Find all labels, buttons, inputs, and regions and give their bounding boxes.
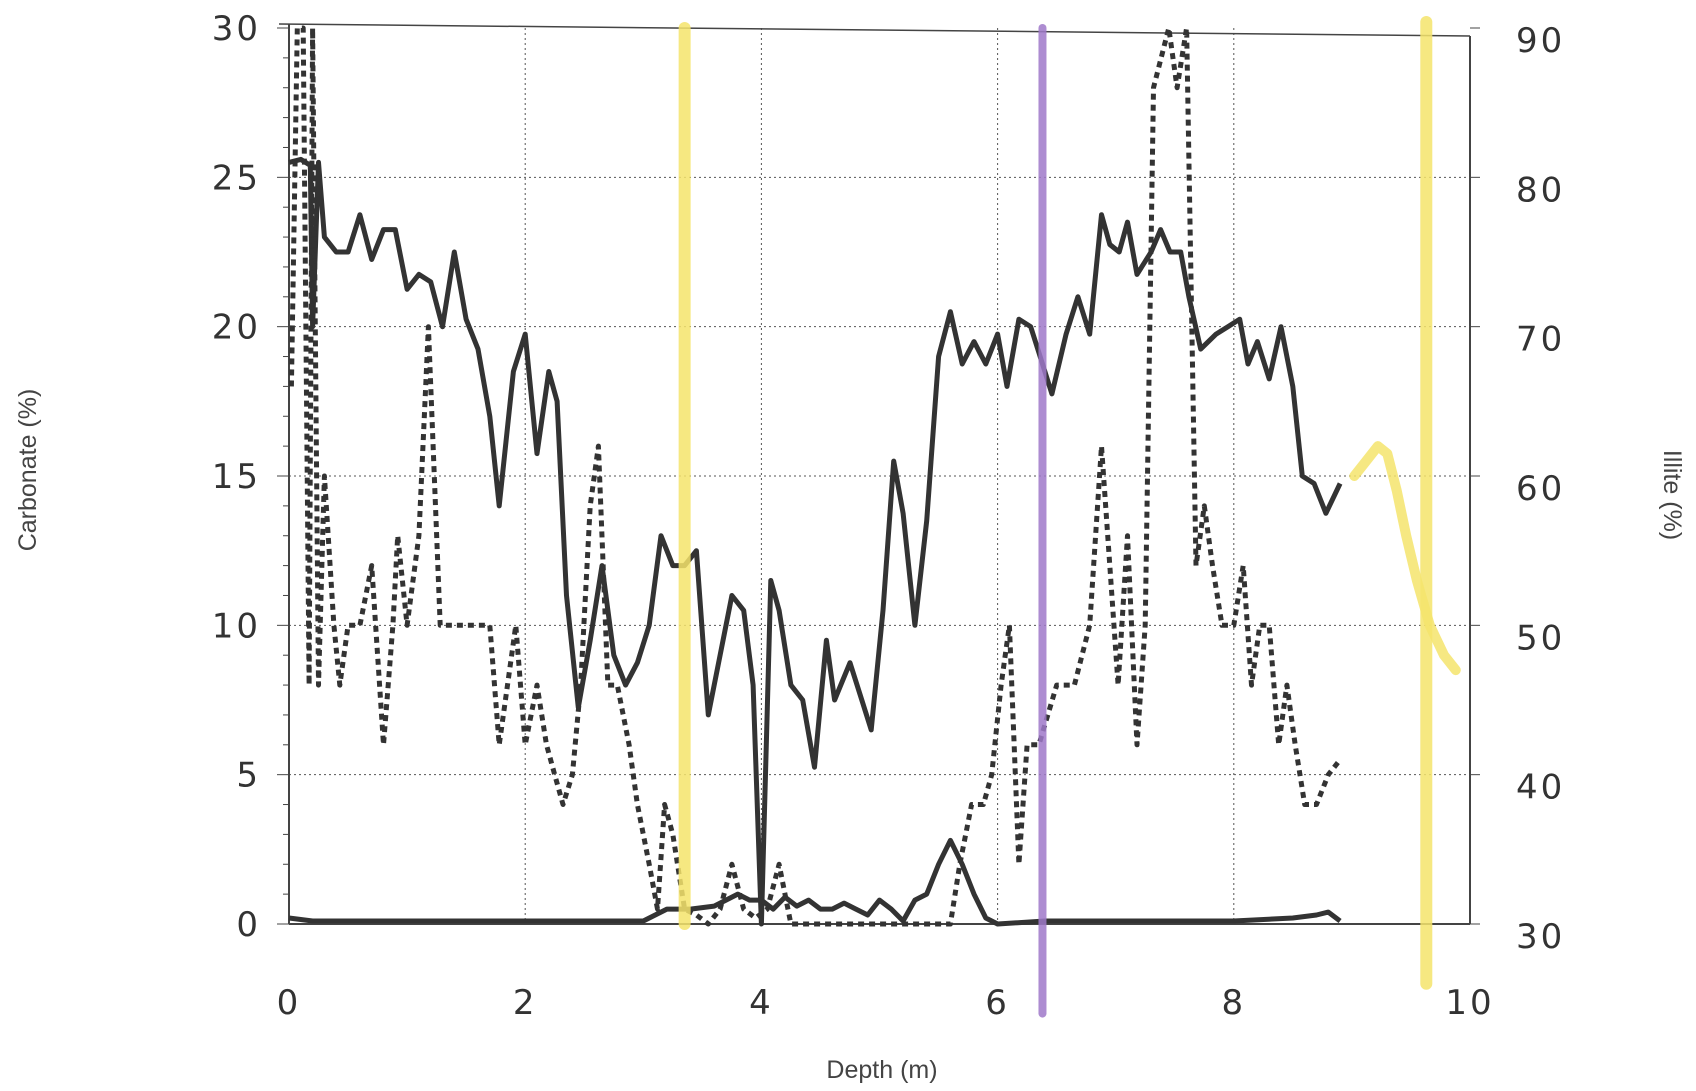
x-tick-label: 4 xyxy=(749,983,774,1023)
series-line-solid-0 xyxy=(288,156,1343,927)
right-tick-label: 30 xyxy=(1516,917,1565,957)
left-tick-label: 10 xyxy=(212,606,261,646)
x-axis-title: Depth (m) xyxy=(826,1056,937,1084)
x-tick-label: 8 xyxy=(1221,983,1246,1023)
right-tick-label: 40 xyxy=(1516,768,1565,808)
left-tick-label: 30 xyxy=(212,9,261,49)
x-tick-label: 0 xyxy=(277,983,302,1023)
grid xyxy=(289,28,1470,924)
left-tick-label: 20 xyxy=(212,308,261,348)
axes xyxy=(277,23,1480,925)
left-tick-label: 0 xyxy=(236,905,261,945)
highlighter-curve-mark xyxy=(1349,441,1461,676)
left-tick-label: 5 xyxy=(236,756,261,796)
left-tick-label: 15 xyxy=(212,457,261,497)
x-tick-label: 10 xyxy=(1445,983,1494,1023)
right-tick-label: 90 xyxy=(1516,21,1565,61)
left-tick-label: 25 xyxy=(212,158,261,198)
top-axis-line xyxy=(278,23,1471,37)
x-tick-label: 2 xyxy=(513,983,538,1023)
right-tick-label: 50 xyxy=(1516,618,1565,658)
right-tick-label: 60 xyxy=(1516,469,1565,509)
series-line-dashed xyxy=(288,25,1343,927)
highlighter-marks xyxy=(678,16,1461,1018)
x-tick-label: 6 xyxy=(985,983,1010,1023)
axis-labels: 0 5 10 15 20 25 30 30 40 50 60 70 80 90 0 2 4 6 8 10 xyxy=(212,9,1565,1023)
right-tick-label: 80 xyxy=(1516,170,1565,210)
data-series xyxy=(288,25,1343,927)
series-line-solid-2 xyxy=(288,837,1342,927)
right-tick-label: 70 xyxy=(1516,320,1565,360)
right-y-axis-title: Illite (%) xyxy=(1658,450,1686,540)
left-y-axis-title: Carbonate (%) xyxy=(14,389,42,552)
